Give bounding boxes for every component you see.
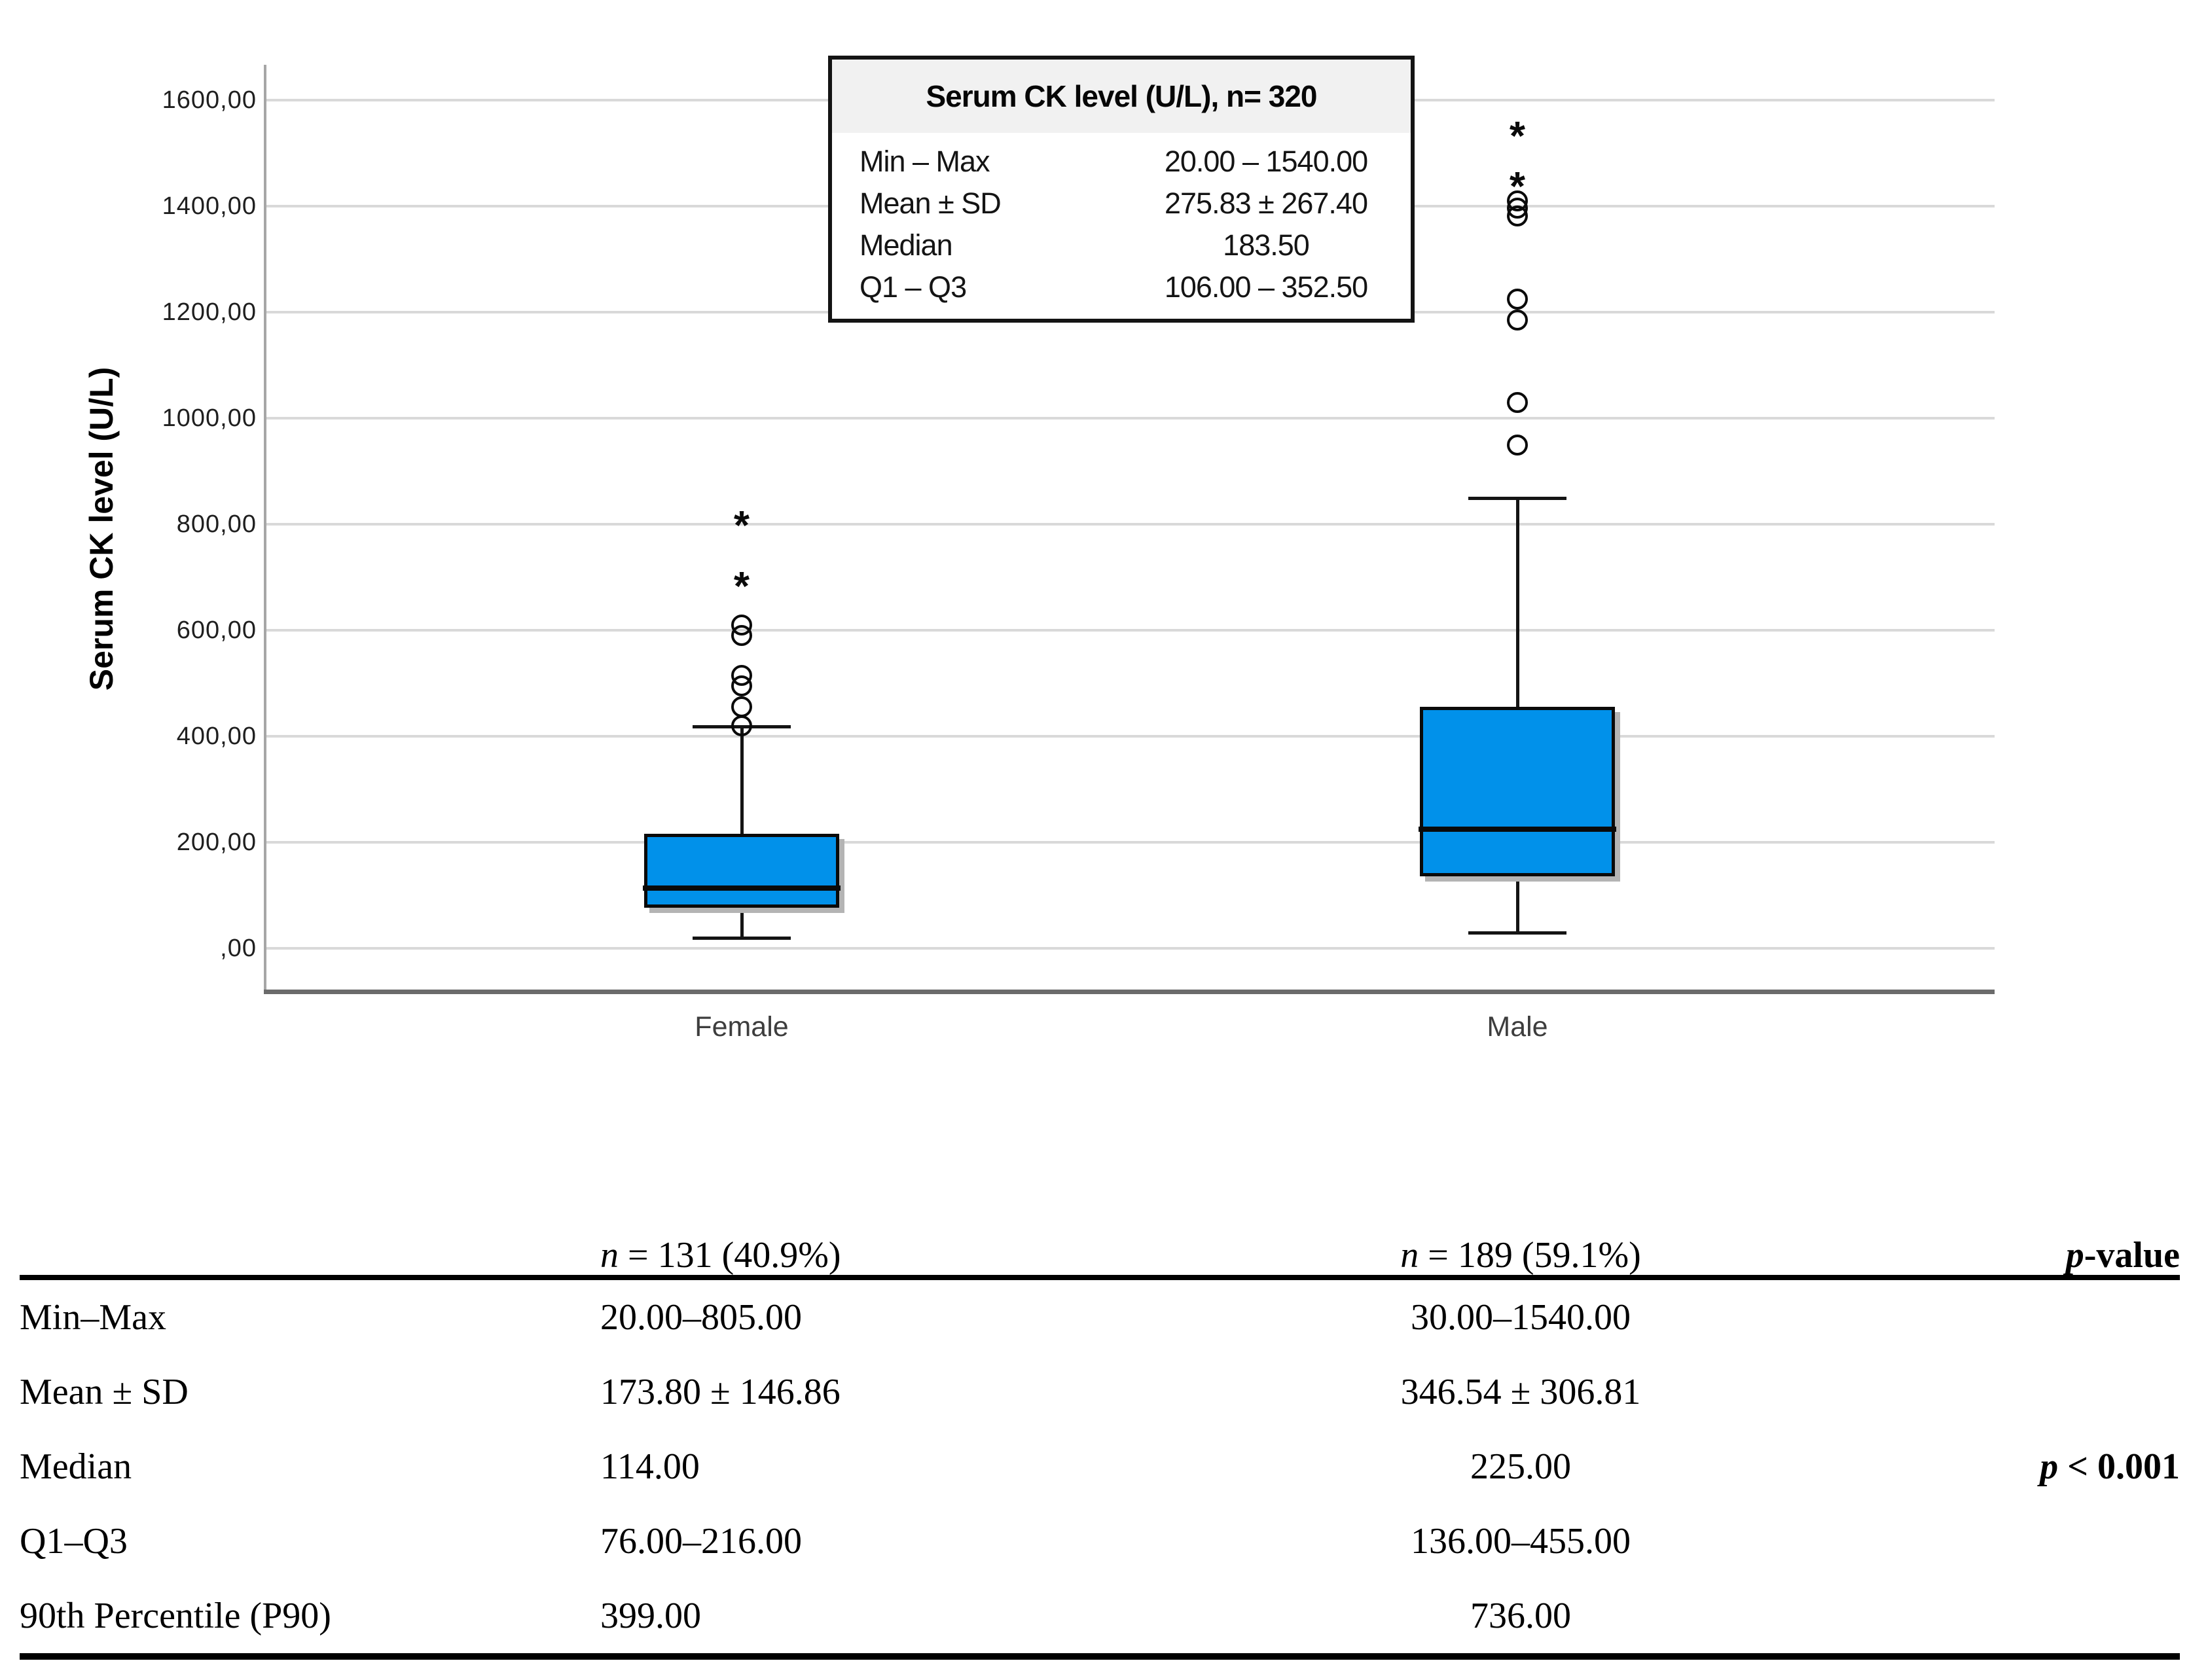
female-value: 20.00–805.00 bbox=[600, 1296, 802, 1338]
lower-whisker bbox=[1516, 876, 1519, 933]
header-female-n: n = 131 (40.9%) bbox=[600, 1236, 1244, 1275]
y-axis-tick-label: 800,00 bbox=[176, 510, 257, 538]
inset-row-value: 275.83 ± 267.40 bbox=[1165, 187, 1368, 220]
y-gridline bbox=[266, 523, 1995, 526]
row-label: 90th Percentile (P90) bbox=[20, 1595, 331, 1636]
outlier-circle bbox=[1507, 190, 1528, 211]
outlier-circle bbox=[1507, 434, 1528, 456]
y-axis-tick-label: 200,00 bbox=[176, 829, 257, 856]
inset-stats-rows: Min – Max 20.00 – 1540.00 Mean ± SD 275.… bbox=[832, 133, 1411, 319]
inset-row-value: 106.00 – 352.50 bbox=[1164, 270, 1368, 304]
median-line-male bbox=[1419, 826, 1616, 832]
y-axis-tick-label: 1200,00 bbox=[162, 298, 257, 326]
header-p-value: p-value bbox=[1798, 1236, 2180, 1275]
lower-whisker-cap bbox=[1468, 931, 1566, 935]
inset-row-minmax: Min – Max 20.00 – 1540.00 bbox=[832, 145, 1411, 179]
table-row: Q1–Q3 76.00–216.00 136.00–455.00 bbox=[20, 1504, 2180, 1579]
y-axis-tick-label: 600,00 bbox=[176, 617, 257, 644]
inset-row-label: Min – Max bbox=[860, 145, 990, 178]
inset-stats-header: Serum CK level (U/L), n= 320 bbox=[832, 60, 1411, 133]
y-gridline bbox=[266, 947, 1995, 950]
inset-row-label: Mean ± SD bbox=[860, 187, 1002, 220]
n-symbol: n bbox=[1400, 1235, 1419, 1276]
lower-whisker bbox=[740, 908, 744, 938]
upper-whisker bbox=[1516, 497, 1519, 707]
p-symbol: p bbox=[2065, 1235, 2084, 1276]
lower-whisker-cap bbox=[693, 936, 791, 940]
inset-row-meansd: Mean ± SD 275.83 ± 267.40 bbox=[832, 187, 1411, 221]
y-axis-tick-label: 1400,00 bbox=[162, 192, 257, 220]
y-gridline bbox=[266, 841, 1995, 844]
inset-row-value: 183.50 bbox=[1223, 228, 1310, 262]
upper-whisker bbox=[740, 726, 744, 834]
box-male bbox=[1420, 707, 1615, 876]
outlier-circle bbox=[731, 664, 752, 686]
inset-row-value: 20.00 – 1540.00 bbox=[1164, 145, 1368, 178]
x-category-label-male: Male bbox=[1487, 1011, 1548, 1043]
summary-table: n = 131 (40.9%) n = 189 (59.1%) p-value … bbox=[20, 1178, 2180, 1660]
inset-stats-title: Serum CK level (U/L), n= 320 bbox=[926, 79, 1317, 113]
male-value: 736.00 bbox=[1470, 1595, 1571, 1636]
table-row: Min–Max 20.00–805.00 30.00–1540.00 bbox=[20, 1280, 2180, 1355]
inset-row-label: Median bbox=[860, 228, 953, 262]
outlier-circle bbox=[731, 614, 752, 635]
outlier-circle bbox=[731, 715, 752, 736]
header-female-n-text: = 131 (40.9%) bbox=[619, 1235, 841, 1276]
y-axis-line bbox=[264, 65, 266, 993]
table-row: 90th Percentile (P90) 399.00 736.00 bbox=[20, 1579, 2180, 1653]
row-label: Median bbox=[20, 1446, 132, 1487]
female-value: 173.80 ± 146.86 bbox=[600, 1371, 841, 1412]
box-female bbox=[644, 834, 839, 908]
header-male-n-text: = 189 (59.1%) bbox=[1419, 1235, 1641, 1276]
table-bottom-rule bbox=[20, 1653, 2180, 1660]
inset-row-q1q3: Q1 – Q3 106.00 – 352.50 bbox=[832, 270, 1411, 304]
p-value-cell: p < 0.001 bbox=[1798, 1446, 2180, 1487]
header-male-n: n = 189 (59.1%) bbox=[1244, 1236, 1798, 1275]
row-label: Min–Max bbox=[20, 1296, 166, 1338]
female-value: 399.00 bbox=[600, 1595, 701, 1636]
x-axis-line bbox=[264, 990, 1995, 994]
female-value: 114.00 bbox=[600, 1446, 700, 1487]
outlier-circle bbox=[1507, 310, 1528, 331]
table-row: Mean ± SD 173.80 ± 146.86 346.54 ± 306.8… bbox=[20, 1355, 2180, 1429]
summary-table-header: n = 131 (40.9%) n = 189 (59.1%) p-value bbox=[20, 1178, 2180, 1275]
y-gridline bbox=[266, 735, 1995, 738]
outlier-asterisk: * bbox=[1509, 164, 1526, 209]
male-value: 225.00 bbox=[1470, 1446, 1571, 1487]
outlier-circle bbox=[731, 696, 752, 718]
female-value: 76.00–216.00 bbox=[600, 1520, 802, 1562]
outlier-asterisk: * bbox=[733, 503, 750, 548]
y-axis-tick-label: 400,00 bbox=[176, 723, 257, 750]
p-symbol: p bbox=[2040, 1446, 2059, 1487]
male-value: 346.54 ± 306.81 bbox=[1400, 1371, 1641, 1412]
y-axis-tick-label: 1600,00 bbox=[162, 86, 257, 114]
y-gridline bbox=[266, 629, 1995, 632]
y-gridline bbox=[266, 417, 1995, 420]
header-p-value-text: -value bbox=[2084, 1235, 2180, 1276]
row-label: Q1–Q3 bbox=[20, 1520, 128, 1562]
y-axis-tick-label: 1000,00 bbox=[162, 404, 257, 432]
p-value-text: < 0.001 bbox=[2058, 1446, 2180, 1487]
male-value: 136.00–455.00 bbox=[1411, 1520, 1631, 1562]
inset-row-median: Median 183.50 bbox=[832, 228, 1411, 262]
outlier-circle bbox=[1507, 288, 1528, 310]
row-label: Mean ± SD bbox=[20, 1371, 189, 1412]
inset-row-label: Q1 – Q3 bbox=[860, 270, 967, 304]
inset-stats-box: Serum CK level (U/L), n= 320 Min – Max 2… bbox=[828, 56, 1415, 323]
table-row: Median 114.00 225.00 p < 0.001 bbox=[20, 1429, 2180, 1504]
outlier-asterisk: * bbox=[1509, 113, 1526, 159]
n-symbol: n bbox=[600, 1235, 619, 1276]
y-axis-tick-label: ,00 bbox=[220, 935, 257, 962]
upper-whisker-cap bbox=[1468, 496, 1566, 500]
outlier-circle bbox=[1507, 391, 1528, 413]
outlier-asterisk: * bbox=[733, 564, 750, 610]
male-value: 30.00–1540.00 bbox=[1411, 1296, 1631, 1338]
median-line-female bbox=[643, 885, 841, 891]
x-category-label-female: Female bbox=[695, 1011, 789, 1043]
table-top-rule bbox=[20, 1275, 2180, 1280]
